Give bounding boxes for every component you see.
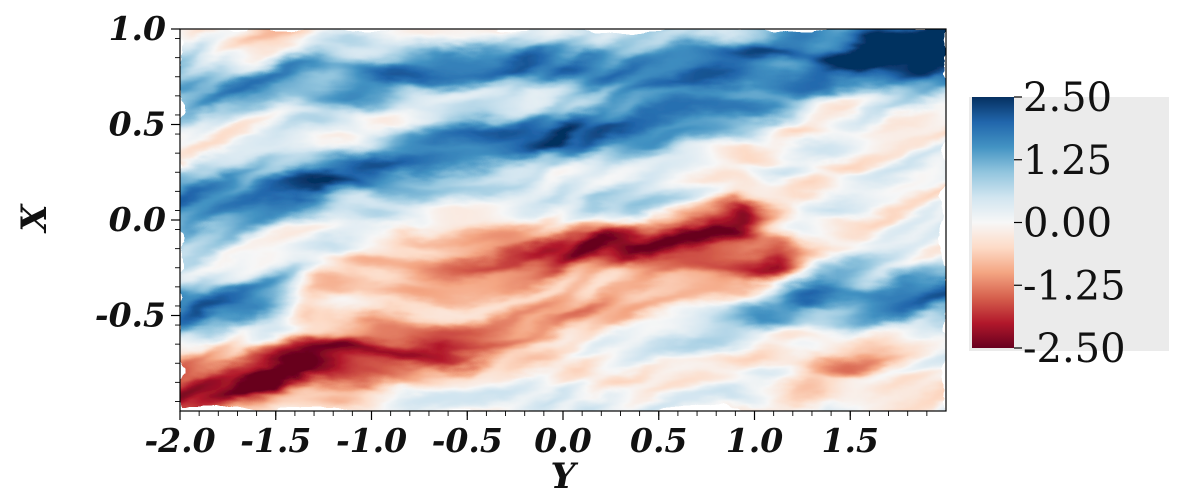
- x-tick-label: -1.5: [240, 421, 311, 460]
- colorbar: 2.50 1.25 0.00 -1.25 -2.50: [969, 75, 1169, 372]
- colorbar-ticks: 2.50 1.25 0.00 -1.25 -2.50: [1014, 75, 1126, 372]
- x-tick-label: -0.5: [432, 421, 503, 460]
- x-tick-label: 1.0: [726, 421, 783, 460]
- y-axis-ticks: 1.0 0.5 0.0 -0.5: [95, 9, 180, 402]
- plot-area: [179, 28, 947, 412]
- x-tick-label: -2.0: [144, 421, 215, 460]
- y-tick-label: 0.5: [109, 105, 166, 144]
- x-tick-label: 0.0: [534, 421, 591, 460]
- colorbar-gradient-bar: [972, 97, 1014, 348]
- colorbar-tick-label: 2.50: [1023, 75, 1112, 121]
- colorbar-tick-label: -2.50: [1023, 326, 1126, 372]
- x-tick-label: -1.0: [336, 421, 407, 460]
- x-axis-label: Y: [551, 456, 579, 497]
- y-axis-label: X: [14, 203, 55, 234]
- x-axis-ticks: -2.0 -1.5 -1.0 -0.5 0.0 0.5 1.0 1.5: [144, 411, 928, 460]
- colorbar-tick-label: 1.25: [1023, 138, 1112, 184]
- y-tick-label: 0.0: [109, 200, 166, 239]
- x-tick-label: 1.5: [822, 421, 879, 460]
- colorbar-tick-label: -1.25: [1023, 263, 1126, 309]
- y-tick-label: 1.0: [109, 9, 166, 48]
- heatmap-image: [180, 29, 946, 411]
- x-tick-label: 0.5: [630, 421, 687, 460]
- y-tick-label: -0.5: [95, 296, 166, 335]
- colorbar-tick-label: 0.00: [1023, 201, 1112, 247]
